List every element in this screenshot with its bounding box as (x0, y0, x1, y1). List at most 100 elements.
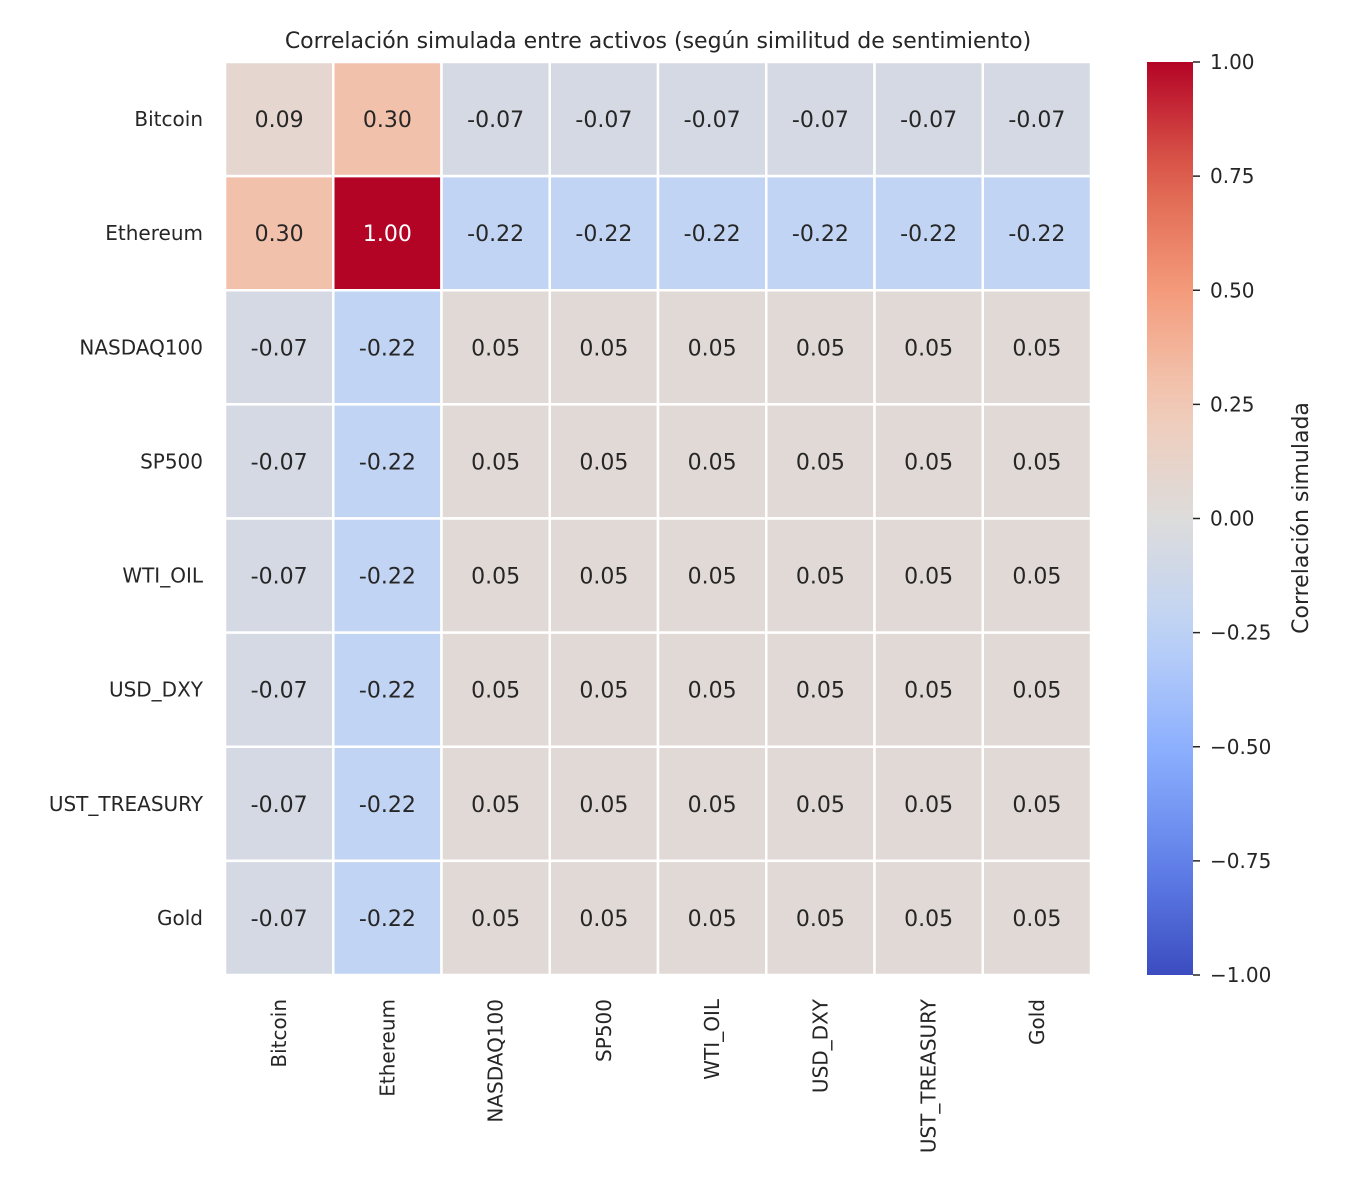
row-tick-label: Ethereum (105, 221, 203, 245)
heatmap-cell (981, 745, 1093, 863)
cell-value-label: 0.05 (579, 450, 628, 475)
heatmap-cell (981, 174, 1093, 292)
heatmap-cell (656, 631, 768, 748)
heatmap-cell (332, 174, 443, 292)
heatmap-cell (656, 403, 768, 520)
heatmap-cell (765, 631, 876, 748)
heatmap-cell (873, 631, 984, 748)
heatmap-cell (548, 859, 660, 977)
row-tick-label: SP500 (140, 449, 203, 473)
column-tick-label: Bitcoin (267, 999, 291, 1068)
cell-value-label: 0.05 (471, 565, 520, 590)
cell-value-label: 0.05 (688, 793, 737, 818)
heatmap-cell (332, 289, 443, 406)
cell-value-label: 0.05 (688, 565, 737, 590)
row-tick-label: NASDAQ100 (79, 335, 203, 359)
cell-value-label: 0.05 (796, 565, 845, 590)
cell-value-label: 0.05 (1012, 907, 1061, 932)
column-tick-label: NASDAQ100 (484, 999, 508, 1123)
cell-value-label: 0.05 (1012, 679, 1061, 704)
cell-value-label: 0.05 (904, 907, 953, 932)
cell-value-label: 0.05 (688, 907, 737, 932)
cell-value-label: 0.05 (579, 907, 628, 932)
cell-value-label: 0.30 (363, 108, 412, 133)
column-tick-label: USD_DXY (808, 998, 832, 1093)
cell-value-label: -0.22 (467, 222, 524, 247)
heatmap-cell (548, 403, 660, 520)
cell-value-label: 0.05 (1012, 336, 1061, 361)
cell-value-label: -0.07 (1008, 108, 1065, 133)
cell-value-label: 0.05 (1012, 793, 1061, 818)
cell-value-label: -0.07 (251, 679, 308, 704)
column-labels: Bitcoin Ethereum NASDAQ100 SP500 WTI_OIL USD_… (267, 998, 1049, 1153)
row-tick-label: Gold (157, 906, 203, 930)
heatmap-cell (548, 517, 660, 634)
cell-value-label: 0.05 (796, 679, 845, 704)
heatmap-cell (223, 289, 335, 406)
heatmap-cell (873, 745, 984, 863)
heatmap-cell (981, 631, 1093, 748)
cell-value-label: 0.05 (688, 450, 737, 475)
heatmap-cell (223, 859, 335, 977)
cell-value-label: -0.22 (359, 565, 416, 590)
cell-value-label: 0.05 (471, 907, 520, 932)
cell-value-label: 0.05 (471, 450, 520, 475)
heatmap-cell (765, 745, 876, 863)
cell-value-label: -0.22 (792, 222, 849, 247)
cell-value-label: 0.05 (471, 679, 520, 704)
heatmap-cell (981, 289, 1093, 406)
cell-value-label: 0.05 (688, 679, 737, 704)
cell-value-label: -0.07 (575, 108, 632, 133)
colorbar-tick-label: −1.00 (1210, 963, 1271, 987)
column-tick-label: Gold (1025, 999, 1049, 1045)
cell-value-label: 0.05 (579, 793, 628, 818)
cell-value-label: 0.05 (796, 907, 845, 932)
column-tick-label: WTI_OIL (700, 998, 724, 1080)
cell-value-label: -0.22 (575, 222, 632, 247)
cell-value-label: 0.05 (688, 336, 737, 361)
colorbar-tick-label: 0.75 (1210, 164, 1255, 188)
colorbar-tick-label: −0.50 (1210, 735, 1271, 759)
heatmap-cell (656, 289, 768, 406)
cell-value-label: 0.05 (796, 450, 845, 475)
heatmap-cell (981, 517, 1093, 634)
colorbar-tick-label: 0.25 (1210, 392, 1255, 416)
heatmap-cell (548, 174, 660, 292)
cell-value-label: -0.07 (251, 565, 308, 590)
heatmap-cell (332, 745, 443, 863)
cell-value-label: -0.22 (359, 793, 416, 818)
heatmap-cell (332, 60, 443, 178)
heatmap-cells: 0.09 0.30 -0.07 -0.07 -0.07 -0.07 -0.07 -0.07 0.… (223, 60, 1093, 977)
cell-value-label: 0.05 (579, 679, 628, 704)
cell-value-label: 0.05 (904, 565, 953, 590)
cell-value-label: -0.22 (359, 450, 416, 475)
row-labels: Bitcoin Ethereum NASDAQ100 SP500 WTI_OIL USD_… (49, 107, 204, 930)
heatmap-cell (440, 289, 551, 406)
heatmap-cell (873, 403, 984, 520)
row-tick-label: UST_TREASURY (49, 792, 204, 816)
heatmap-cell (440, 859, 551, 977)
cell-value-label: 1.00 (363, 222, 412, 247)
row-tick-label: USD_DXY (109, 678, 204, 702)
heatmap-cell (440, 745, 551, 863)
heatmap-cell (656, 859, 768, 977)
cell-value-label: 0.05 (1012, 450, 1061, 475)
heatmap-cell (656, 745, 768, 863)
colorbar-tick-label: 0.00 (1210, 507, 1255, 531)
cell-value-label: 0.05 (1012, 565, 1061, 590)
colorbar-ticks: 1.00 0.75 0.50 0.25 0.00 −0.25 −0.50 −0.75 −1.00 (1193, 50, 1271, 987)
row-tick-label: WTI_OIL (122, 564, 204, 588)
heatmap-cell (332, 631, 443, 748)
heatmap-cell (223, 745, 335, 863)
heatmap-cell (873, 289, 984, 406)
column-tick-label: UST_TREASURY (917, 998, 941, 1153)
column-tick-label: Ethereum (375, 999, 399, 1097)
cell-value-label: 0.05 (904, 793, 953, 818)
cell-value-label: -0.07 (251, 793, 308, 818)
heatmap-cell (981, 60, 1093, 178)
colorbar-label: Correlación simulada (1289, 402, 1314, 634)
cell-value-label: 0.05 (471, 793, 520, 818)
cell-value-label: -0.07 (900, 108, 957, 133)
cell-value-label: -0.07 (251, 450, 308, 475)
